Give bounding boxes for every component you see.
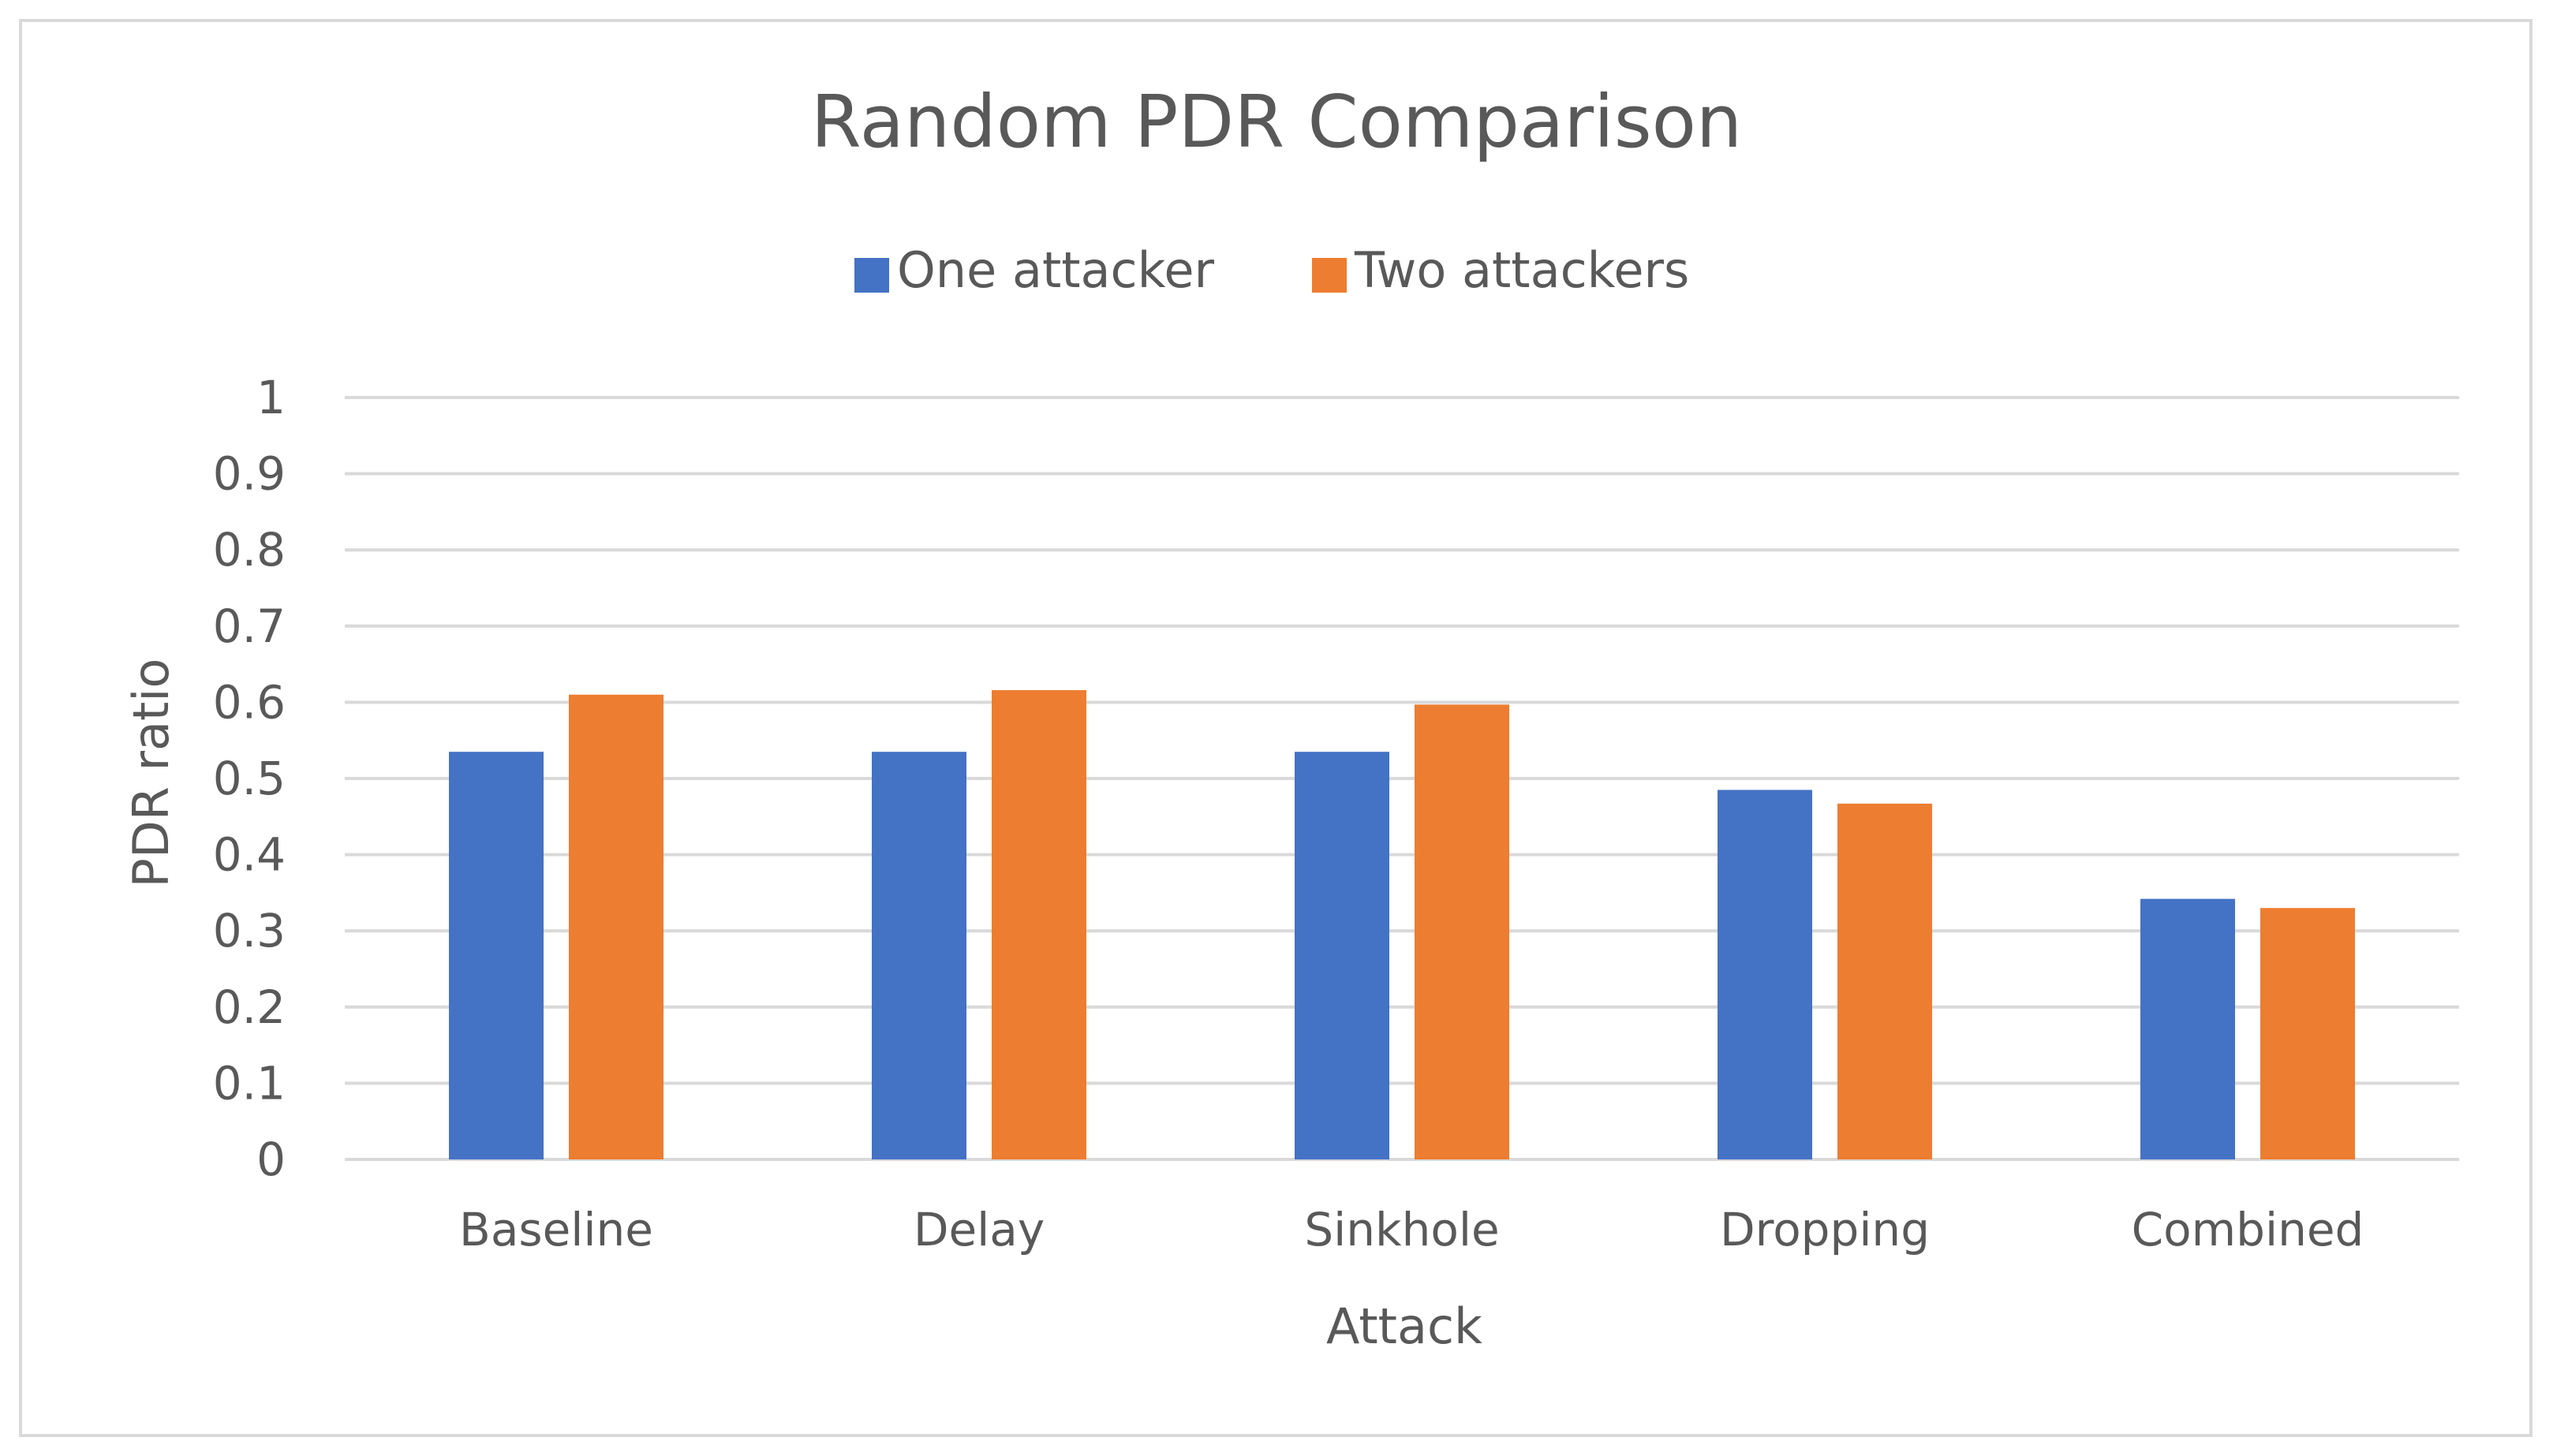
y-tick-label: 0.3 <box>213 904 286 958</box>
x-tick-label: Baseline <box>459 1203 653 1256</box>
bars <box>449 689 2355 1159</box>
x-tick-label: Delay <box>914 1203 1045 1256</box>
gridlines <box>345 396 2459 1161</box>
y-tick-label: 0.8 <box>213 523 286 577</box>
legend-swatch <box>1312 258 1347 293</box>
legend-label: One attacker <box>897 241 1214 299</box>
y-tick-label: 0.7 <box>213 599 286 653</box>
bar-one-attacker-delay <box>872 752 966 1159</box>
y-tick-label: 0.4 <box>213 828 286 882</box>
y-tick-label: 0.5 <box>213 752 286 805</box>
bar-one-attacker-baseline <box>449 752 544 1159</box>
x-tick-label: Dropping <box>1720 1203 1930 1256</box>
y-tick-label: 0.9 <box>213 447 286 501</box>
bar-two-attackers-combined <box>2260 908 2355 1159</box>
bar-one-attacker-sinkhole <box>1295 752 1389 1159</box>
x-axis-ticks: Baseline Delay Sinkhole Dropping Combined <box>459 1203 2364 1256</box>
bar-one-attacker-combined <box>2140 898 2235 1159</box>
chart-title: Random PDR Comparison <box>811 80 1742 164</box>
legend-swatch <box>854 258 889 293</box>
y-axis-title: PDR ratio <box>122 659 180 888</box>
y-tick-label: 0.6 <box>213 675 286 729</box>
y-tick-label: 0 <box>256 1133 286 1186</box>
y-tick-label: 0.1 <box>213 1056 286 1110</box>
legend: One attacker Two attackers <box>854 241 1689 299</box>
x-tick-label: Combined <box>2132 1203 2364 1256</box>
y-axis-ticks: 0 0.1 0.2 0.3 0.4 0.5 0.6 0.7 0.8 0.9 1 <box>213 371 286 1186</box>
bar-one-attacker-dropping <box>1718 790 1812 1159</box>
y-tick-label: 0.2 <box>213 980 286 1034</box>
bar-two-attackers-baseline <box>569 694 663 1159</box>
chart-frame <box>19 19 2532 1437</box>
bar-two-attackers-dropping <box>1837 803 1932 1159</box>
bar-two-attackers-delay <box>992 689 1086 1159</box>
legend-label: Two attackers <box>1354 241 1689 299</box>
y-tick-label: 1 <box>256 371 286 424</box>
bar-two-attackers-sinkhole <box>1415 704 1509 1159</box>
x-tick-label: Sinkhole <box>1304 1203 1499 1256</box>
x-axis-title: Attack <box>1326 1297 1482 1355</box>
